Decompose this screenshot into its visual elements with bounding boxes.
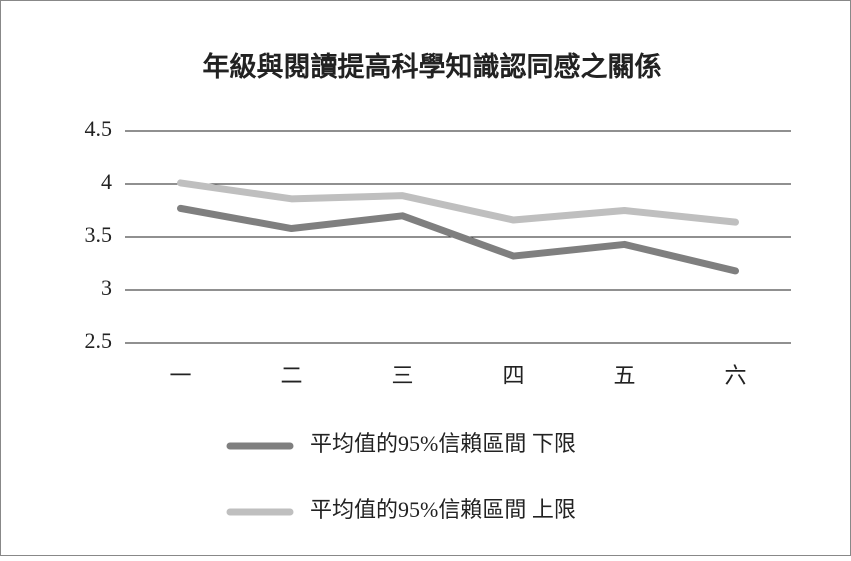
series-line [177,179,739,226]
x-tick-label: 三 [391,363,413,388]
y-tick-label: 2.5 [85,328,113,353]
chart-title: 年級與閱讀提高科學知識認同感之關係 [203,51,662,82]
legend-label: 平均值的95%信賴區間 下限 [310,431,576,456]
x-tick-label: 四 [502,363,524,388]
y-tick-label: 3 [101,275,112,300]
y-tick-label: 4.5 [85,116,113,141]
y-tick-label: 4 [101,169,112,194]
y-tick-label: 3.5 [85,222,113,247]
x-tick-label: 一 [169,363,191,388]
legend-label: 平均值的95%信賴區間 上限 [310,497,576,522]
x-tick-label: 五 [613,363,635,388]
series-line [177,204,739,275]
x-tick-label: 二 [280,363,302,388]
x-tick-label: 六 [724,363,746,388]
